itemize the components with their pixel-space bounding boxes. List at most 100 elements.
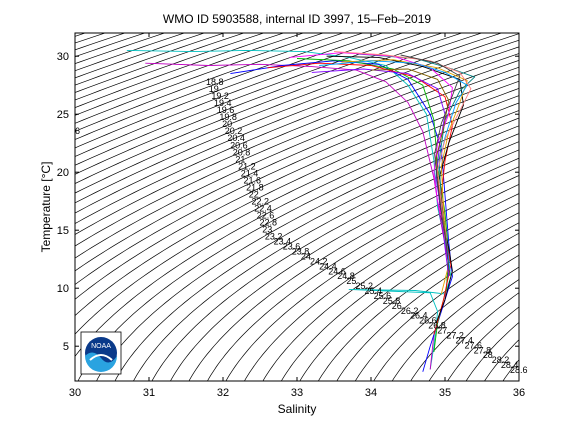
isopycnal-label-20: 22.6 (257, 211, 275, 221)
isopycnal-label-42: 27 (437, 326, 447, 336)
x-tick-label-1: 31 (143, 387, 155, 399)
isopycnal-labels: 6 18.81919.219.419.619.82020.220.420.620.… (75, 77, 528, 375)
isopycnal-line-68 (317, 222, 519, 381)
isopycnal-label-45: 27.6 (465, 340, 483, 350)
isopycnal-line-67 (299, 212, 519, 381)
y-tick-label-2: 15 (57, 225, 69, 237)
x-tick-label-6: 36 (513, 387, 525, 399)
x-tick-label-4: 34 (365, 387, 377, 399)
isopycnal-line-31 (75, 33, 265, 101)
isopycnal-line-57 (114, 125, 519, 381)
isopycnal-line-74 (428, 292, 519, 381)
isopycnal-line-76 (465, 321, 519, 381)
plot-area (75, 33, 519, 381)
isopycnal-line-30 (75, 33, 245, 93)
isopycnal-line-47 (75, 53, 519, 247)
isopycnal-label-12: 21 (235, 154, 245, 164)
isopycnal-label-17: 22 (249, 190, 259, 200)
isopycnal-line-63 (225, 175, 519, 381)
isopycnal-label-35: 25.6 (374, 291, 392, 301)
isopycnal-label-26: 23.8 (292, 247, 310, 257)
isopycnal-label-24: 23.4 (274, 237, 292, 247)
profile-line-2 (230, 60, 453, 372)
profile-series (126, 49, 476, 372)
isopycnal-line-46 (75, 46, 519, 235)
isopycnal-line-39 (75, 33, 424, 166)
isopycnal-line-61 (188, 157, 519, 381)
isopycnal-label-33: 25.2 (356, 281, 374, 291)
y-tick-label-4: 25 (57, 109, 69, 121)
isopycnal-line-50 (75, 73, 519, 285)
isopycnal-line-72 (391, 266, 519, 381)
isopycnal-label-21: 22.8 (260, 218, 278, 228)
isopycnal-label-40: 26.6 (419, 316, 437, 326)
isopycnal-line-35 (75, 33, 344, 132)
isopycnal-label-38: 26.2 (401, 306, 419, 316)
y-axis-ticks: 5 10 15 20 25 30 (57, 51, 519, 353)
isopycnal-line-41 (75, 33, 463, 184)
isopycnal-line-65 (262, 193, 519, 381)
isopycnal-label-37: 26 (392, 301, 402, 311)
isopycnal-line-51 (75, 80, 519, 300)
isopycnal-label-22: 23 (262, 225, 272, 235)
isopycnal-label-9: 20.4 (227, 133, 245, 143)
isopycnal-line-40 (75, 33, 444, 175)
profile-line-13 (400, 54, 461, 275)
x-tick-label-3: 33 (291, 387, 303, 399)
isopycnal-line-36 (75, 33, 364, 140)
isopycnal-line-44 (75, 33, 519, 214)
x-tick-label-0: 30 (69, 387, 81, 399)
isopycnal-label-41: 26.8 (428, 321, 446, 331)
noaa-logo: NOAA (80, 331, 122, 375)
isopycnal-label-10: 20.6 (230, 140, 248, 150)
y-tick-label-1: 10 (57, 283, 69, 295)
isopycnal-label-0: 6 (75, 126, 80, 136)
isopycnal-line-37 (75, 33, 384, 149)
isopycnal-label-3: 19.2 (211, 91, 229, 101)
isopycnal-line-60 (170, 149, 519, 381)
isopycnal-line-55 (77, 110, 519, 381)
isopycnal-contours (75, 33, 519, 381)
isopycnal-line-64 (243, 184, 519, 381)
isopycnal-line-66 (280, 202, 519, 381)
isopycnal-label-19: 22.4 (254, 204, 272, 214)
isopycnal-line-58 (133, 133, 519, 381)
isopycnal-label-15: 21.6 (244, 175, 262, 185)
y-tick-label-0: 5 (63, 341, 69, 353)
isopycnal-line-54 (75, 102, 519, 358)
isopycnal-label-29: 24.4 (319, 261, 337, 271)
x-axis-title: Salinity (278, 402, 317, 416)
isopycnal-line-69 (336, 232, 519, 381)
isopycnal-label-23: 23.2 (265, 232, 283, 242)
isopycnal-label-18: 22.2 (252, 197, 270, 207)
isopycnal-line-45 (75, 39, 519, 224)
x-tick-label-5: 35 (439, 387, 451, 399)
y-tick-label-5: 30 (57, 51, 69, 63)
isopycnal-label-30: 24.6 (328, 266, 346, 276)
isopycnal-label-16: 21.8 (246, 182, 264, 192)
isopycnal-label-34: 25.4 (365, 286, 383, 296)
isopycnal-label-44: 27.4 (456, 335, 474, 345)
isopycnal-label-39: 26.4 (410, 311, 428, 321)
isopycnal-line-75 (447, 306, 519, 381)
profile-line-5 (326, 55, 464, 324)
x-axis-ticks: 30 31 32 33 34 35 36 (69, 33, 525, 399)
chart-title: WMO ID 5903588, internal ID 3997, 15–Feb… (163, 12, 431, 26)
isopycnal-label-36: 25.8 (383, 296, 401, 306)
isopycnal-label-28: 24.2 (310, 256, 328, 266)
isopycnal-line-32 (75, 33, 285, 109)
noaa-logo-text: NOAA (91, 343, 111, 350)
isopycnal-line-34 (75, 33, 325, 124)
isopycnal-label-5: 19.6 (217, 105, 235, 115)
isopycnal-line-70 (354, 243, 519, 381)
x-tick-label-2: 32 (217, 387, 229, 399)
isopycnal-label-32: 25 (346, 276, 356, 286)
profile-line-12 (333, 51, 472, 240)
isopycnal-label-48: 28.2 (492, 355, 510, 365)
isopycnal-label-47: 28 (483, 350, 493, 360)
isopycnal-line-62 (207, 166, 519, 381)
isopycnal-line-43 (75, 33, 503, 204)
profile-line-9 (289, 52, 453, 260)
isopycnal-label-14: 21.4 (241, 168, 259, 178)
isopycnal-label-11: 20.8 (233, 147, 251, 157)
